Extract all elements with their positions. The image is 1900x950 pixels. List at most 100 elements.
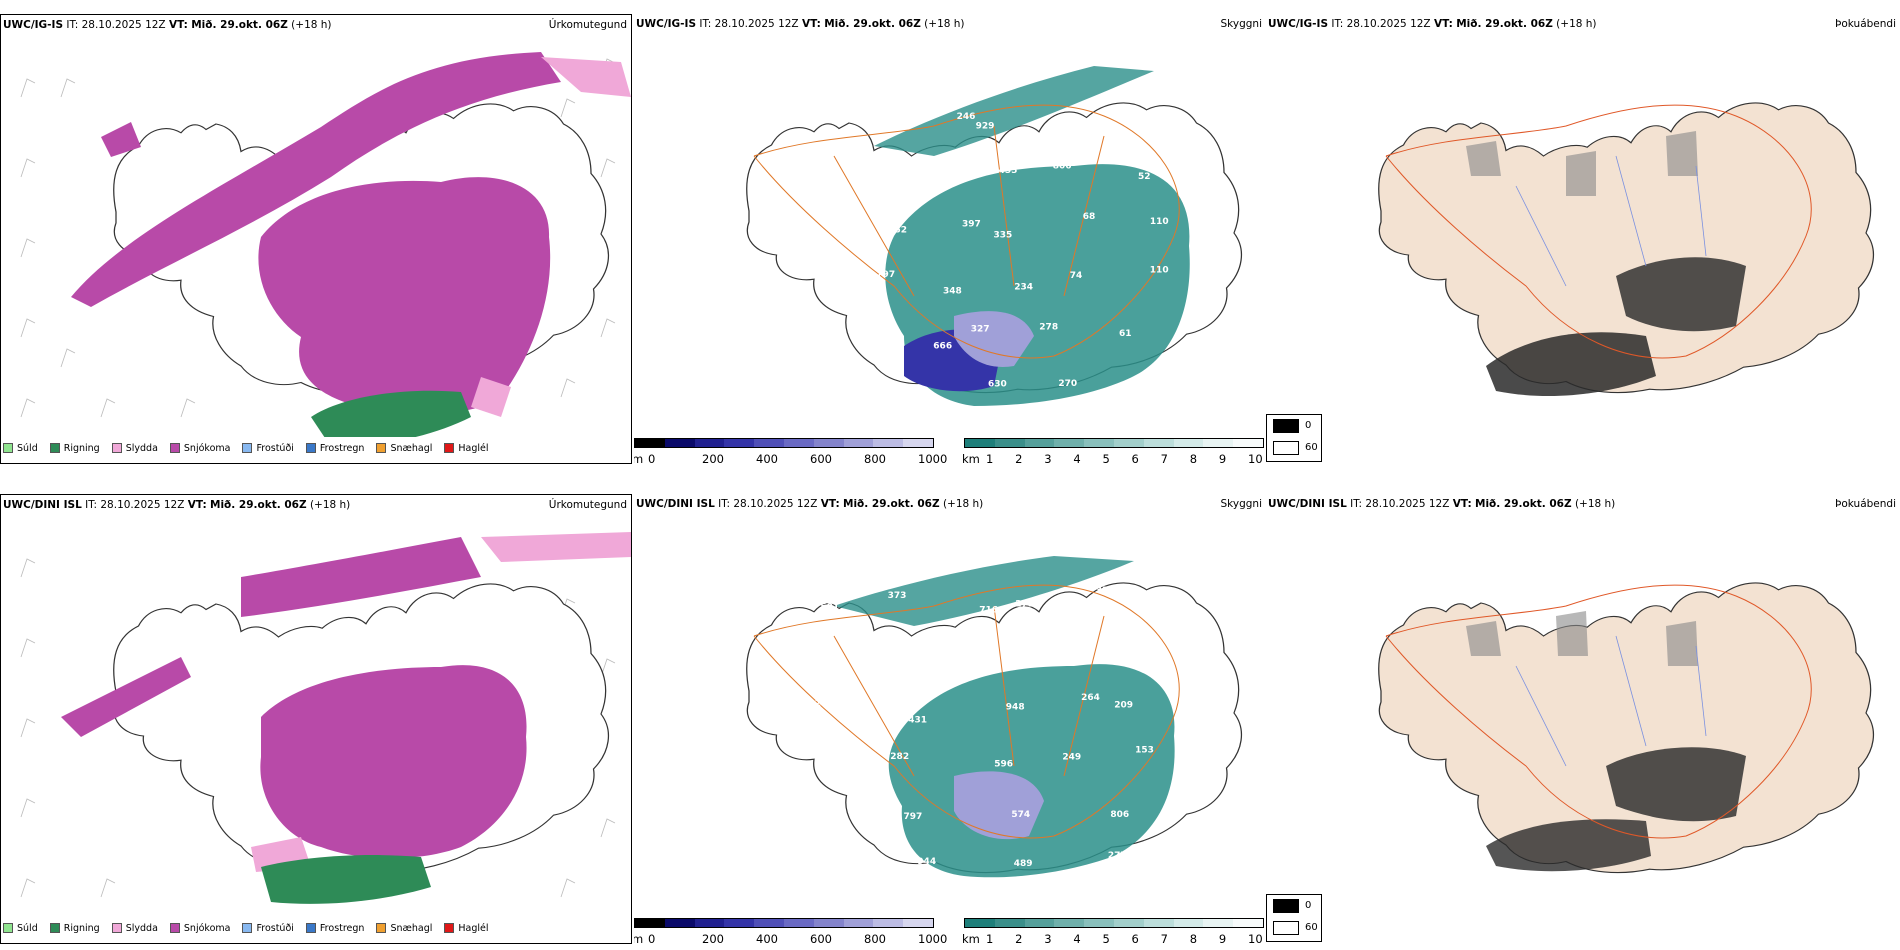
- precip-panel-row2: UWC/DINI ISL IT: 28.10.2025 12Z VT: Mið.…: [0, 494, 632, 944]
- colorbar-segment: [694, 919, 725, 927]
- fog-rivers: [1515, 155, 1707, 287]
- it-value: 28.10.2025 12Z: [100, 499, 185, 511]
- colorbar-segment: [873, 439, 904, 447]
- colorbar-segment: [843, 919, 874, 927]
- visibility-value-label: 249: [1062, 753, 1081, 763]
- colorbar-tick: 6: [1131, 932, 1139, 944]
- precip-legend: Súld Rigning Slydda Snjókoma Frostúði Fr…: [3, 919, 489, 937]
- colorbar-segment: [1024, 439, 1055, 447]
- it-value: 28.10.2025 12Z: [1346, 18, 1431, 30]
- legend-frostregn: Frostregn: [305, 923, 364, 934]
- model-name: UWC/DINI ISL: [636, 498, 715, 510]
- fog-grey-patches: [1466, 131, 1698, 196]
- visibility-value-label: 280: [867, 822, 886, 832]
- height-unit: m: [634, 452, 644, 464]
- panel-header: UWC/DINI ISL IT: 28.10.2025 12Z VT: Mið.…: [1, 495, 631, 515]
- legend-snaehagl: Snæhagl: [376, 923, 432, 934]
- it-value: 28.10.2025 12Z: [714, 18, 799, 30]
- visibility-value-label: 68: [1083, 212, 1096, 222]
- colorbar-tick: 5: [1102, 452, 1110, 464]
- colorbar-tick: 5: [1102, 932, 1110, 944]
- colorbar-segment: [1084, 439, 1114, 447]
- fog-panel-row1: UWC/IG-IS IT: 28.10.2025 12Z VT: Mið. 29…: [1266, 14, 1900, 464]
- colorbar-segment: [635, 439, 665, 447]
- colorbar-segment: [903, 919, 933, 927]
- visibility-value-label: 596: [994, 759, 1013, 769]
- visibility-value-label: 110: [1150, 266, 1169, 276]
- colorbar-segment: [1024, 919, 1055, 927]
- visibility-value-label: 431: [908, 716, 927, 726]
- colorbar-tick: 1000: [918, 452, 948, 464]
- colorbar-tick: 1: [986, 932, 994, 944]
- panel-header: UWC/IG-IS IT: 28.10.2025 12Z VT: Mið. 29…: [634, 14, 1266, 34]
- vt-label: VT:: [1433, 18, 1453, 30]
- visibility-value-label: 806: [1110, 810, 1129, 820]
- colorbar-tick: 9: [1218, 932, 1227, 944]
- colorbar-segment: [783, 919, 814, 927]
- visibility-value-label: 246: [957, 112, 976, 122]
- fog-map: [1266, 516, 1896, 921]
- colorbar-tick: 400: [756, 932, 778, 944]
- vt-value: Mið. 29.okt. 06Z: [824, 18, 921, 30]
- lead-time: (+18 h): [924, 18, 965, 30]
- visibility-value-label: 671: [792, 236, 811, 246]
- visibility-panel-row1: UWC/IG-IS IT: 28.10.2025 12Z VT: Mið. 29…: [634, 14, 1266, 464]
- it-label: IT:: [1350, 498, 1363, 510]
- fog-dark-south: [1486, 819, 1651, 872]
- vt-value: Mið. 29.okt. 06Z: [1475, 498, 1572, 510]
- it-label: IT:: [699, 18, 712, 30]
- legend-slydda: Slydda: [111, 923, 158, 934]
- visibility-value-label: 313: [1075, 639, 1094, 649]
- panel-header: UWC/IG-IS IT: 28.10.2025 12Z VT: Mið. 29…: [1, 15, 631, 35]
- visibility-value-label: 321: [809, 699, 828, 709]
- visibility-value-label: 271: [1015, 600, 1034, 610]
- visibility-value-label: 946: [774, 117, 793, 127]
- vt-label: VT:: [168, 19, 188, 31]
- legend-frostregn: Frostregn: [305, 443, 364, 454]
- colorbar-segment: [1084, 919, 1114, 927]
- colorbar-segment: [1233, 439, 1263, 447]
- colorbar-tick: 600: [810, 932, 832, 944]
- rigning-area: [261, 855, 431, 904]
- visibility-value-label: 911: [862, 115, 881, 125]
- precip-map: [1, 37, 631, 437]
- legend-snjokoma: Snjókoma: [169, 923, 230, 934]
- panel-title: Skyggni: [1220, 18, 1263, 30]
- colorbar-segment: [1113, 439, 1144, 447]
- visibility-value-label: 806: [1053, 162, 1072, 172]
- visibility-value-label: 948: [1006, 702, 1025, 712]
- colorbar-segment: [965, 919, 995, 927]
- vt-value: Mið. 29.okt. 06Z: [1456, 18, 1553, 30]
- visibility-labels: 402 501 360 321 238 280 154 373 143 431 282 797 944 7…: [787, 551, 1193, 882]
- colorbar-tick: 1: [986, 452, 994, 464]
- visibility-value-label: 327: [971, 325, 990, 335]
- visibility-value-label: 489: [1014, 859, 1033, 869]
- model-name: UWC/IG-IS: [1268, 18, 1329, 30]
- fog-roads: [1385, 584, 1812, 839]
- model-name: UWC/IG-IS: [3, 19, 64, 31]
- visibility-value-label: 677: [834, 279, 853, 289]
- colorbar-tick: 200: [702, 932, 724, 944]
- panel-title: Úrkomutegund: [548, 499, 627, 511]
- height-unit: m: [634, 932, 644, 944]
- colorbar-tick: 4: [1073, 932, 1081, 944]
- visibility-value-label: 238: [831, 757, 850, 767]
- fog-roads: [1385, 104, 1812, 359]
- visibility-value-label: 110: [1150, 217, 1169, 227]
- visibility-value-label: 335: [994, 231, 1013, 241]
- visibility-value-label: 312: [861, 379, 880, 389]
- it-value: 28.10.2025 12Z: [733, 498, 818, 510]
- visibility-value-label: 929: [976, 122, 995, 132]
- visibility-value-label: 270: [1058, 379, 1077, 389]
- panel-title: Þokuábendi: [1835, 498, 1896, 510]
- visibility-value-label: 952: [888, 226, 907, 236]
- snjokoma-area-west: [61, 657, 191, 737]
- visibility-value-label: 265: [1079, 117, 1098, 127]
- visibility-value-label: 630: [988, 380, 1007, 390]
- fog-legend: 0 60: [1266, 414, 1322, 462]
- roads: [753, 104, 1180, 359]
- slydda-area: [471, 57, 631, 417]
- lowcloud-light: [954, 311, 1034, 367]
- colorbar-segment: [994, 919, 1025, 927]
- visibility-map: 402 501 360 321 238 280 154 373 143 431 282 797 944 7…: [634, 516, 1264, 921]
